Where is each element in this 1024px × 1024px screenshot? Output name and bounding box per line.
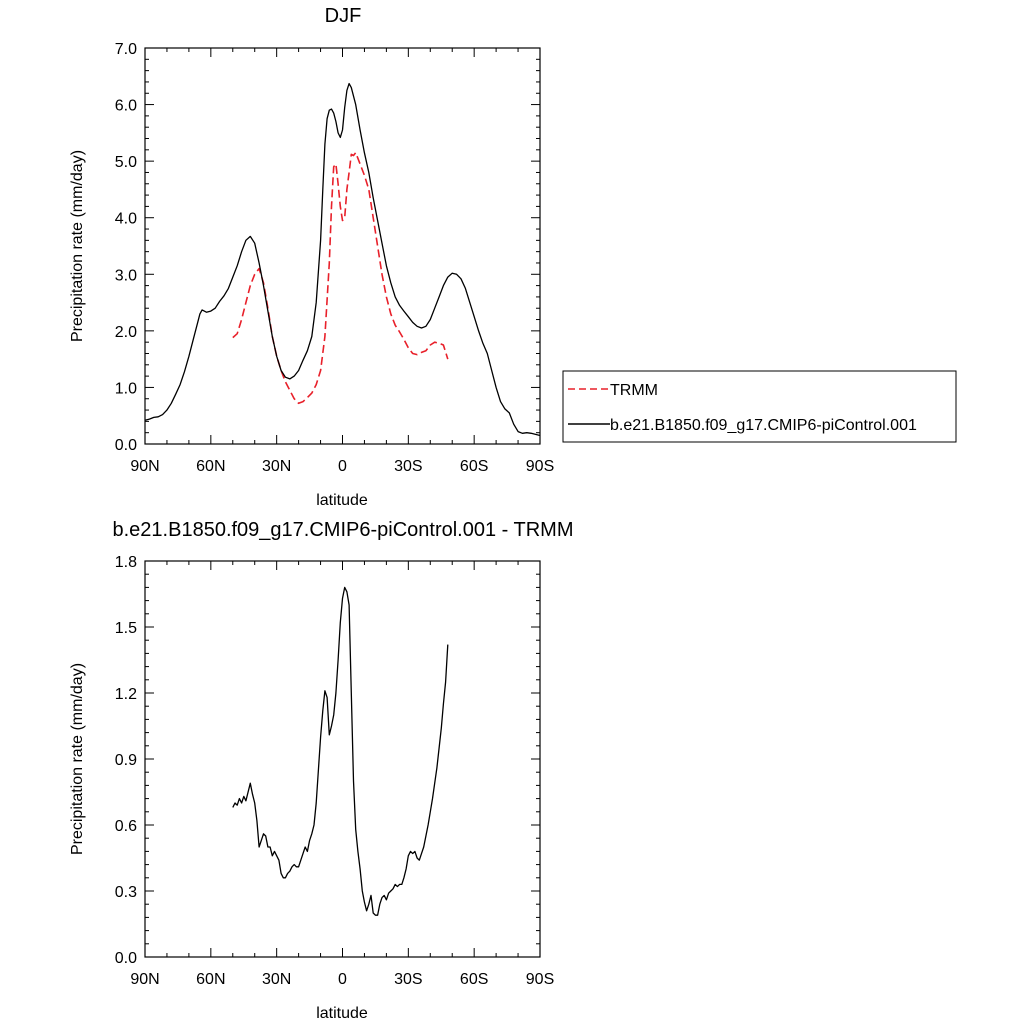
y-tick-label-bottom-6: 1.8 [115, 554, 137, 571]
y-tick-label-bottom-1: 0.3 [115, 884, 137, 901]
y-tick-label-bottom-0: 0.0 [115, 950, 137, 967]
x-tick-label-top-4: 30S [394, 458, 422, 475]
chart-top-series [144, 82, 541, 437]
y-tick-label-top-4: 4.0 [115, 211, 137, 228]
chart-top-xlabel: latitude [316, 492, 368, 509]
chart-bottom-y-ticks: 0.0 0.3 0.6 0.9 1.2 1.5 1.8 [115, 554, 540, 967]
series-line-top-0 [232, 151, 449, 405]
x-tick-label-top-0: 90N [130, 458, 159, 475]
chart-bottom-ylabel: Precipitation rate (mm/day) [69, 663, 86, 855]
y-tick-label-top-1: 1.0 [115, 380, 137, 397]
chart-top-title: DJF [325, 5, 362, 27]
x-tick-label-bottom-1: 60N [196, 971, 225, 988]
chart-bottom-xlabel: latitude [316, 1005, 368, 1022]
chart-bottom-plot-frame [144, 560, 541, 958]
y-tick-label-bottom-4: 1.2 [115, 686, 137, 703]
x-tick-label-top-6: 90S [526, 458, 554, 475]
y-tick-label-top-0: 0.0 [115, 437, 137, 454]
y-tick-label-bottom-5: 1.5 [115, 620, 137, 637]
x-tick-label-top-1: 60N [196, 458, 225, 475]
chart-bottom-difference: b.e21.B1850.f09_g17.CMIP6-piControl.001 … [69, 519, 574, 1022]
series-line-top-1 [144, 82, 541, 437]
x-tick-label-top-3: 0 [338, 458, 347, 475]
legend: TRMM b.e21.B1850.f09_g17.CMIP6-piControl… [562, 370, 957, 443]
x-tick-label-bottom-0: 90N [130, 971, 159, 988]
legend-label-trmm: TRMM [610, 382, 658, 399]
chart-top-ylabel: Precipitation rate (mm/day) [69, 150, 86, 342]
chart-bottom-x-ticks: 90N 60N 30N 0 30S 60S 90S [130, 561, 554, 988]
series-line-bottom-0 [232, 586, 449, 916]
chart-bottom-title: b.e21.B1850.f09_g17.CMIP6-piControl.001 … [113, 519, 574, 541]
chart-bottom-series [232, 586, 449, 916]
chart-top-djf: DJF 90N 60N 30N 0 30S 60S 90S 0.0 1.0 2.0 3.0 4.0 5… [69, 5, 554, 509]
y-tick-label-top-5: 5.0 [115, 154, 137, 171]
legend-label-model: b.e21.B1850.f09_g17.CMIP6-piControl.001 [610, 417, 917, 434]
y-tick-label-top-2: 2.0 [115, 324, 137, 341]
chart-top-x-ticks: 90N 60N 30N 0 30S 60S 90S [130, 48, 554, 475]
x-tick-label-top-2: 30N [262, 458, 291, 475]
x-tick-label-bottom-5: 60S [460, 971, 488, 988]
y-tick-label-bottom-3: 0.9 [115, 752, 137, 769]
y-tick-label-top-6: 6.0 [115, 98, 137, 115]
x-tick-label-bottom-4: 30S [394, 971, 422, 988]
legend-box [562, 370, 957, 443]
x-tick-label-top-5: 60S [460, 458, 488, 475]
chart-top-plot-frame [144, 47, 541, 445]
x-tick-label-bottom-3: 0 [338, 971, 347, 988]
x-tick-label-bottom-2: 30N [262, 971, 291, 988]
y-tick-label-top-3: 3.0 [115, 267, 137, 284]
chart-top-y-ticks: 0.0 1.0 2.0 3.0 4.0 5.0 6.0 7.0 [115, 41, 540, 454]
y-tick-label-bottom-2: 0.6 [115, 818, 137, 835]
y-tick-label-top-7: 7.0 [115, 41, 137, 58]
x-tick-label-bottom-6: 90S [526, 971, 554, 988]
